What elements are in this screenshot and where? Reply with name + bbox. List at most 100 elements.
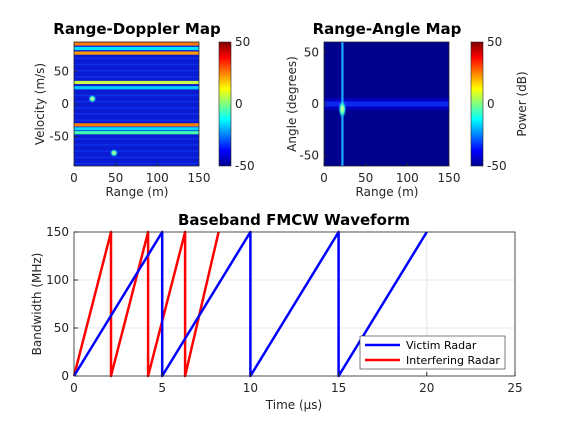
rd-interference-band xyxy=(74,131,199,135)
rd-stripe xyxy=(74,135,199,137)
rd-stripe xyxy=(74,113,199,115)
rd-colorbar-tick-label: 0 xyxy=(235,97,243,111)
ra-x-tick-label: 150 xyxy=(438,171,461,185)
wf-x-tick-label: 0 xyxy=(70,381,78,395)
rd-stripe xyxy=(74,107,199,109)
ra-sidelobe-core xyxy=(324,101,449,107)
rd-stripe xyxy=(74,45,199,47)
rd-stripe xyxy=(74,156,199,159)
rd-colorbar-tick-label: -50 xyxy=(235,159,255,173)
rd-interference-band xyxy=(74,86,199,90)
rd-y-tick-label: 50 xyxy=(54,64,69,78)
wf-y-ticks: 0 50 100 150 xyxy=(46,225,78,383)
rd-stripe xyxy=(74,73,199,75)
wf-axes-box xyxy=(73,231,516,377)
wf-y-tick-label: 100 xyxy=(46,273,69,287)
rd-interference-band xyxy=(74,123,199,127)
wf-x-tick-label: 25 xyxy=(507,381,522,395)
rd-x-tick-label: 50 xyxy=(108,171,123,185)
rd-y-ticks: -50 0 50 xyxy=(49,64,77,144)
rd-interference-band xyxy=(74,42,199,46)
rd-colorbar-tick-label: 50 xyxy=(235,35,250,49)
rd-interference-band xyxy=(74,51,199,55)
rd-stripe xyxy=(74,110,199,112)
rd-y-tick-label: 0 xyxy=(61,97,69,111)
rd-x-tick-label: 150 xyxy=(188,171,211,185)
legend-label-interferer: Interfering Radar xyxy=(406,354,500,367)
ra-x-ticks: 0 50 100 150 xyxy=(320,163,460,185)
ra-y-label: Angle (degrees) xyxy=(285,56,299,152)
range-doppler-panel: Range-Doppler Map 0 50 100 150 -50 0 50 Range… xyxy=(33,20,255,199)
rd-stripe xyxy=(74,141,199,143)
rd-stripe xyxy=(74,63,199,66)
wf-y-label: Bandwidth (MHz) xyxy=(30,253,44,356)
ra-y-ticks: -50 0 50 xyxy=(299,45,327,163)
wf-title: Baseband FMCW Waveform xyxy=(178,211,410,229)
wf-y-tick-label: 150 xyxy=(46,225,69,239)
wf-y-tick-label: 0 xyxy=(61,369,69,383)
waveform-panel: Baseband FMCW Waveform 0 5 10 15 20 25 0 50 100… xyxy=(30,211,523,412)
rd-stripe xyxy=(74,97,199,100)
ra-y-tick-label: 0 xyxy=(311,97,319,111)
rd-stripe xyxy=(74,79,199,81)
rd-interference-band xyxy=(74,46,199,51)
ra-colorbar-tick-label: -50 xyxy=(487,159,507,173)
rd-title: Range-Doppler Map xyxy=(53,20,221,38)
rd-stripe xyxy=(74,94,199,97)
rd-stripe xyxy=(74,54,199,56)
ra-y-tick-label: 50 xyxy=(304,45,319,59)
rd-x-tick-label: 100 xyxy=(146,171,169,185)
rd-stripe xyxy=(74,153,199,155)
rd-y-label: Velocity (m/s) xyxy=(33,63,47,145)
ra-colorbar xyxy=(470,41,484,167)
rd-stripe xyxy=(74,138,199,140)
wf-x-tick-label: 5 xyxy=(158,381,166,395)
legend-label-victim: Victim Radar xyxy=(406,339,477,352)
rd-x-ticks: 0 50 100 150 xyxy=(70,163,210,185)
ra-x-tick-label: 0 xyxy=(320,171,328,185)
rd-x-tick-label: 0 xyxy=(70,171,78,185)
wf-legend: Victim Radar Interfering Radar xyxy=(359,335,506,370)
rd-stripe xyxy=(74,147,199,149)
rd-stripe xyxy=(74,150,199,152)
ra-title: Range-Angle Map xyxy=(313,20,462,38)
rd-heatmap xyxy=(74,42,199,166)
wf-y-tick-label: 50 xyxy=(54,321,69,335)
wf-x-ticks: 0 5 10 15 20 25 xyxy=(70,372,523,395)
rd-y-tick-label: -50 xyxy=(49,130,69,144)
wf-x-tick-label: 15 xyxy=(331,381,346,395)
rd-stripe xyxy=(74,100,199,103)
legend-box xyxy=(359,335,506,370)
wf-x-tick-label: 10 xyxy=(243,381,258,395)
rd-stripe xyxy=(74,162,199,165)
ra-target xyxy=(338,100,347,119)
ra-x-label: Range (m) xyxy=(356,185,419,199)
rd-stripe xyxy=(74,69,199,72)
ra-heatmap xyxy=(324,42,449,166)
rd-interference-band xyxy=(74,127,199,131)
rd-target xyxy=(88,94,97,103)
rd-target xyxy=(110,148,118,157)
ra-x-tick-label: 100 xyxy=(396,171,419,185)
rd-stripe xyxy=(74,159,199,162)
wf-series xyxy=(72,230,428,378)
rd-stripe xyxy=(74,104,199,106)
rd-x-label: Range (m) xyxy=(106,185,169,199)
wf-x-tick-label: 20 xyxy=(419,381,434,395)
ra-x-tick-label: 50 xyxy=(358,171,373,185)
rd-stripe xyxy=(74,60,199,62)
ra-colorbar-tick-label: 50 xyxy=(487,35,502,49)
series-line-victim xyxy=(72,230,428,378)
rd-colorbar xyxy=(218,41,232,167)
rd-interference-band xyxy=(74,80,199,85)
rd-stripe xyxy=(74,144,199,146)
wf-x-label: Time (μs) xyxy=(265,398,322,412)
rd-stripe xyxy=(74,116,199,118)
ra-colorbar-tick-label: 0 xyxy=(487,97,495,111)
ra-colorbar-label: Power (dB) xyxy=(515,71,529,136)
rd-stripe xyxy=(74,91,199,93)
rd-stripe xyxy=(74,66,199,69)
ra-y-tick-label: -50 xyxy=(299,149,319,163)
